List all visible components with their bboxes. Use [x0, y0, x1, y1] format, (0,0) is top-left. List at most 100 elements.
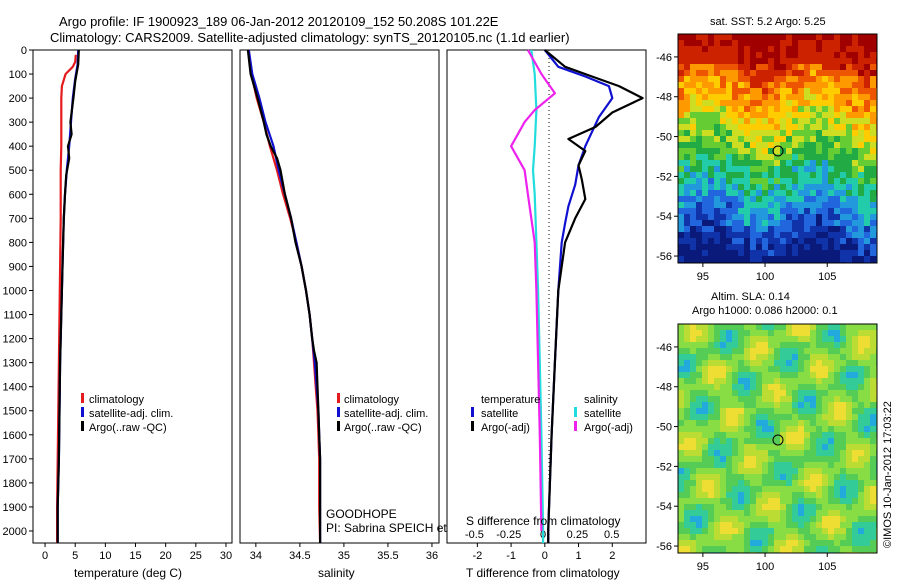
- sla-cell: [738, 498, 744, 504]
- lon-tick-label: 105: [818, 271, 836, 283]
- sla-cell: [714, 498, 720, 504]
- sla-cell: [870, 522, 876, 528]
- sst-cell: [810, 94, 816, 100]
- sla-cell: [852, 372, 858, 378]
- sst-cell: [870, 124, 876, 130]
- sla-cell: [780, 354, 786, 360]
- sst-cell: [678, 52, 684, 58]
- sst-cell: [852, 166, 858, 172]
- sla-cell: [762, 330, 768, 336]
- sst-cell: [684, 40, 690, 46]
- sst-cell: [810, 166, 816, 172]
- sst-cell: [726, 190, 732, 196]
- sla-cell: [750, 330, 756, 336]
- sla-cell: [816, 432, 822, 438]
- sla-cell: [744, 408, 750, 414]
- sst-cell: [852, 112, 858, 118]
- sst-cell: [732, 118, 738, 124]
- legend-swatch-climatology: [337, 393, 340, 403]
- sst-cell: [750, 190, 756, 196]
- sla-cell: [804, 348, 810, 354]
- sla-cell: [822, 408, 828, 414]
- sla-cell: [846, 504, 852, 510]
- sla-cell: [690, 336, 696, 342]
- sla-cell: [690, 528, 696, 534]
- sla-cell: [852, 414, 858, 420]
- sst-cell: [762, 76, 768, 82]
- sst-cell: [822, 136, 828, 142]
- sla-cell: [720, 336, 726, 342]
- sla-cell: [678, 480, 684, 486]
- sla-cell: [708, 546, 714, 552]
- sst-cell: [696, 190, 702, 196]
- sla-cell: [828, 450, 834, 456]
- sst-cell: [738, 196, 744, 202]
- sst-cell: [732, 196, 738, 202]
- sst-cell: [810, 130, 816, 136]
- sst-cell: [798, 232, 804, 238]
- sla-cell: [768, 384, 774, 390]
- sla-cell: [852, 498, 858, 504]
- sst-cell: [780, 40, 786, 46]
- sla-cell: [696, 408, 702, 414]
- sla-cell: [858, 396, 864, 402]
- sla-cell: [750, 354, 756, 360]
- sla-cell: [750, 534, 756, 540]
- sst-cell: [798, 64, 804, 70]
- sst-cell: [768, 94, 774, 100]
- sst-cell: [744, 142, 750, 148]
- sst-cell: [696, 142, 702, 148]
- sst-cell: [852, 172, 858, 178]
- sla-cell: [684, 378, 690, 384]
- sla-cell: [690, 504, 696, 510]
- sst-cell: [780, 166, 786, 172]
- sla-cell: [858, 492, 864, 498]
- sst-cell: [738, 40, 744, 46]
- x-tick-label: 10: [99, 550, 111, 562]
- sla-cell: [852, 396, 858, 402]
- sla-cell: [840, 426, 846, 432]
- sst-cell: [750, 46, 756, 52]
- sla-cell: [864, 480, 870, 486]
- series-line: [56, 54, 77, 543]
- sla-cell: [780, 366, 786, 372]
- sst-cell: [780, 244, 786, 250]
- sla-cell: [678, 360, 684, 366]
- sst-cell: [744, 46, 750, 52]
- sst-cell: [702, 130, 708, 136]
- sla-cell: [864, 348, 870, 354]
- sla-cell: [756, 348, 762, 354]
- sst-cell: [714, 178, 720, 184]
- sla-cell: [684, 504, 690, 510]
- sla-cell: [696, 426, 702, 432]
- sla-cell: [852, 450, 858, 456]
- sst-cell: [864, 232, 870, 238]
- sst-cell: [780, 124, 786, 130]
- sla-cell: [822, 528, 828, 534]
- sla-cell: [798, 426, 804, 432]
- sst-cell: [768, 106, 774, 112]
- sst-cell: [744, 136, 750, 142]
- lon-tick-label: 95: [697, 561, 709, 573]
- sst-cell: [870, 172, 876, 178]
- sla-cell: [810, 468, 816, 474]
- sla-cell: [804, 510, 810, 516]
- sst-cell: [696, 154, 702, 160]
- sla-cell: [708, 348, 714, 354]
- sla-cell: [756, 330, 762, 336]
- sla-cell: [720, 330, 726, 336]
- sla-cell: [684, 516, 690, 522]
- sst-cell: [780, 130, 786, 136]
- sst-cell: [744, 118, 750, 124]
- sst-cell: [744, 196, 750, 202]
- sla-cell: [870, 396, 876, 402]
- sla-cell: [864, 378, 870, 384]
- sst-cell: [714, 214, 720, 220]
- sst-cell: [774, 208, 780, 214]
- sla-cell: [792, 486, 798, 492]
- sst-cell: [798, 94, 804, 100]
- sst-cell: [768, 88, 774, 94]
- sst-cell: [756, 178, 762, 184]
- temperature-difference-axis-label: T difference from climatology: [466, 566, 620, 580]
- sst-cell: [786, 214, 792, 220]
